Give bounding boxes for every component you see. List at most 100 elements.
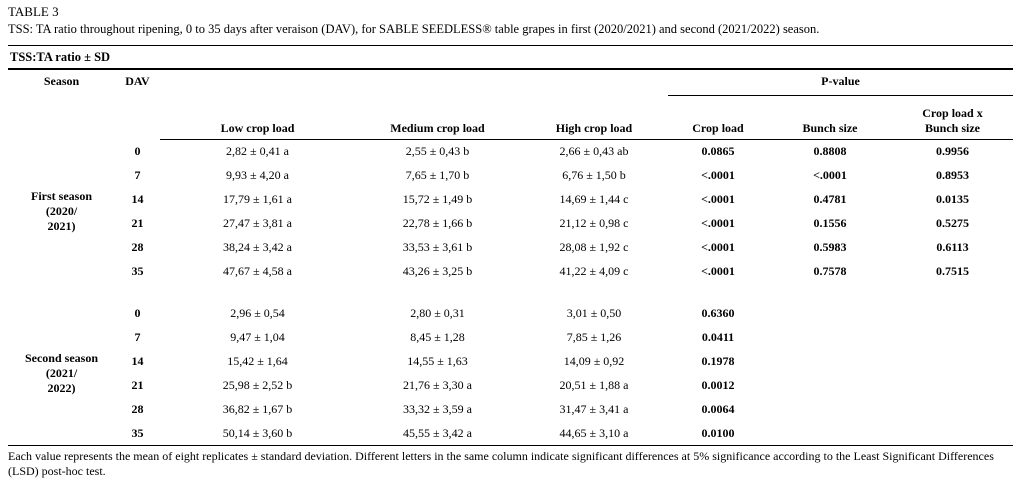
table-caption: TSS: TA ratio throughout ripening, 0 to … <box>8 22 820 36</box>
low-cell: 9,47 ± 1,04 <box>230 329 285 344</box>
low-cell: 36,82 ± 1,67 b <box>222 401 293 416</box>
p-crop-cell: <.0001 <box>701 167 735 182</box>
p-interaction-cell <box>892 349 1013 373</box>
table-row: 28 38,24 ± 3,42 a 33,53 ± 3,61 b 28,08 ±… <box>8 235 1013 259</box>
col-header-crop-load: Crop load <box>668 95 768 140</box>
pvalue-group-header: P-value <box>668 70 1013 96</box>
col-header-medium: Medium crop load <box>355 95 520 140</box>
high-cell: 31,47 ± 3,41 a <box>559 401 629 416</box>
medium-cell: 43,26 ± 3,25 b <box>402 263 473 278</box>
dav-cell: 0 <box>134 305 141 320</box>
p-crop-cell: <.0001 <box>701 191 735 206</box>
p-crop-cell: 0.0411 <box>701 329 735 344</box>
p-bunch-cell <box>768 421 892 445</box>
p-interaction-cell: 0.5275 <box>936 215 969 230</box>
p-bunch-cell: <.0001 <box>813 167 847 182</box>
table-row: 21 27,47 ± 3,81 a 22,78 ± 1,66 b 21,12 ±… <box>8 211 1013 235</box>
season-label-line: (2021/ <box>45 365 78 380</box>
high-cell: 20,51 ± 1,88 a <box>559 377 629 392</box>
medium-cell: 21,76 ± 3,30 a <box>403 377 472 392</box>
p-crop-cell: <.0001 <box>701 239 735 254</box>
p-interaction-cell: 0.6113 <box>936 239 969 254</box>
low-cell: 15,42 ± 1,64 <box>227 353 288 368</box>
season-label-line: (2020/ <box>45 203 78 218</box>
high-cell: 14,09 ± 0,92 <box>563 353 625 368</box>
low-cell: 2,82 ± 0,41 a <box>226 143 289 158</box>
season-label-second: Second season (2021/ 2022) <box>8 301 115 445</box>
col-header-interaction: Crop load x Bunch size <box>892 95 1013 140</box>
table-bottom-rule <box>8 445 1013 446</box>
season-label-line: 2022) <box>47 380 76 395</box>
results-table: Season DAV P-value Low crop load Medium … <box>8 70 1013 445</box>
medium-cell: 2,55 ± 0,43 b <box>405 143 470 158</box>
col-header-low: Low crop load <box>160 95 355 140</box>
p-interaction-cell <box>892 397 1013 421</box>
p-crop-cell: <.0001 <box>701 215 735 230</box>
p-bunch-cell <box>768 325 892 349</box>
p-crop-cell: 0.0012 <box>701 377 735 392</box>
p-bunch-cell: 0.1556 <box>813 215 847 230</box>
table-row: 7 9,93 ± 4,20 a 7,65 ± 1,70 b 6,76 ± 1,5… <box>8 163 1013 187</box>
p-crop-cell: 0.6360 <box>701 305 735 320</box>
p-bunch-cell <box>768 349 892 373</box>
p-bunch-cell: 0.8808 <box>813 143 847 158</box>
medium-cell: 2,80 ± 0,31 <box>410 305 465 320</box>
table-label: TABLE 3 <box>8 4 59 19</box>
high-cell: 44,65 ± 3,10 a <box>559 425 629 440</box>
table-row: 28 36,82 ± 1,67 b 33,32 ± 3,59 a 31,47 ±… <box>8 397 1013 421</box>
high-cell: 7,85 ± 1,26 <box>566 329 622 344</box>
p-crop-cell: <.0001 <box>701 263 735 278</box>
p-crop-cell: 0.1978 <box>701 353 735 368</box>
col-header-season: Season <box>43 74 80 88</box>
p-bunch-cell: 0.5983 <box>813 239 847 254</box>
header-row-1: Season DAV P-value <box>8 70 1013 96</box>
p-bunch-cell <box>768 301 892 325</box>
high-cell: 3,01 ± 0,50 <box>566 305 622 320</box>
p-interaction-cell: 0.9956 <box>936 143 969 158</box>
high-cell: 21,12 ± 0,98 c <box>559 215 629 230</box>
dav-cell: 7 <box>134 329 141 344</box>
header-spacer <box>160 70 668 95</box>
table-row: First season (2020/ 2021) 0 2,82 ± 0,41 … <box>8 139 1013 233</box>
p-crop-cell: 0.0064 <box>701 401 735 416</box>
high-cell: 28,08 ± 1,92 c <box>559 239 629 254</box>
season-gap-row <box>8 283 1013 301</box>
dav-cell: 35 <box>131 263 144 278</box>
dav-cell: 28 <box>131 401 144 416</box>
p-crop-cell: 0.0100 <box>701 425 735 440</box>
table-row: 14 15,42 ± 1,64 14,55 ± 1,63 14,09 ± 0,9… <box>8 349 1013 373</box>
subheader-text: TSS:TA ratio ± SD <box>10 50 111 64</box>
season-label-line: First season <box>31 188 92 203</box>
season-label-line: 2021) <box>47 218 76 233</box>
high-cell: 14,69 ± 1,44 c <box>559 191 629 206</box>
table-row: 14 17,79 ± 1,61 a 15,72 ± 1,49 b 14,69 ±… <box>8 187 1013 211</box>
p-bunch-cell <box>768 397 892 421</box>
header-row-2: Low crop load Medium crop load High crop… <box>8 95 1013 140</box>
col-header-dav: DAV <box>125 74 150 88</box>
dav-cell: 21 <box>131 377 144 392</box>
col-header-bunch-size: Bunch size <box>768 95 892 140</box>
low-cell: 9,93 ± 4,20 a <box>226 167 289 182</box>
medium-cell: 7,65 ± 1,70 b <box>405 167 470 182</box>
table-row: 35 50,14 ± 3,60 b 45,55 ± 3,42 a 44,65 ±… <box>8 421 1013 445</box>
table-subheader: TSS:TA ratio ± SD <box>8 45 1013 70</box>
p-bunch-cell: 0.4781 <box>813 191 847 206</box>
medium-cell: 8,45 ± 1,28 <box>410 329 465 344</box>
p-interaction-cell <box>892 421 1013 445</box>
medium-cell: 45,55 ± 3,42 a <box>403 425 472 440</box>
season-label-first: First season (2020/ 2021) <box>8 139 115 283</box>
medium-cell: 33,32 ± 3,59 a <box>403 401 472 416</box>
col-header-high: High crop load <box>520 95 668 140</box>
table-row: Second season (2021/ 2022) 0 2,96 ± 0,54… <box>8 301 1013 395</box>
medium-cell: 15,72 ± 1,49 b <box>402 191 473 206</box>
medium-cell: 33,53 ± 3,61 b <box>402 239 473 254</box>
dav-cell: 21 <box>131 215 144 230</box>
dav-cell: 14 <box>131 353 144 368</box>
dav-cell: 14 <box>131 191 144 206</box>
medium-cell: 22,78 ± 1,66 b <box>402 215 473 230</box>
medium-cell: 14,55 ± 1,63 <box>407 353 468 368</box>
p-interaction-cell <box>892 373 1013 397</box>
p-bunch-cell: 0.7578 <box>813 263 847 278</box>
high-cell: 2,66 ± 0,43 ab <box>559 143 629 158</box>
